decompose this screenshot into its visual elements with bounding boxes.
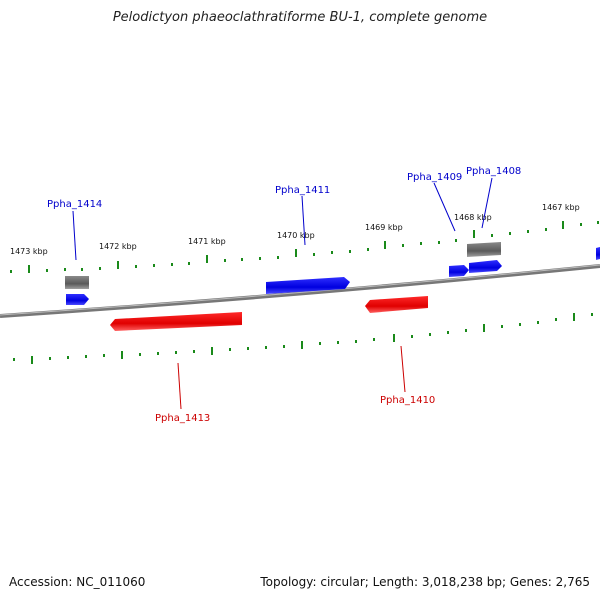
genome-backbone (0, 264, 600, 318)
gene-arrow[interactable] (449, 265, 469, 277)
callout-line (177, 362, 182, 410)
gene-label[interactable]: Ppha_1410 (380, 395, 435, 406)
gene-arrow[interactable] (266, 277, 350, 294)
gene-label[interactable]: Ppha_1411 (275, 185, 330, 196)
callout-line (400, 345, 406, 393)
gene-label[interactable]: Ppha_1414 (47, 199, 102, 210)
tick-label: 1468 kbp (454, 213, 492, 222)
callout-line (433, 182, 456, 232)
reverse-strand-features (110, 296, 428, 331)
outer-tick-ring (10, 221, 599, 273)
tick-label: 1471 kbp (188, 237, 226, 246)
callout-line (481, 177, 493, 229)
callout-line (72, 210, 77, 261)
inner-tick-ring (13, 313, 593, 364)
gene-arrow[interactable] (596, 247, 600, 260)
tick-label: 1469 kbp (365, 223, 403, 232)
gene-label[interactable]: Ppha_1413 (155, 413, 210, 424)
gene-arrow[interactable] (365, 296, 428, 313)
gene-arrow[interactable] (110, 312, 242, 331)
topology-text: Topology: circular; Length: 3,018,238 bp… (260, 575, 590, 589)
forward-strand-features (65, 242, 600, 305)
tick-label: 1473 kbp (10, 247, 48, 256)
feature-box[interactable] (65, 276, 89, 289)
feature-box[interactable] (467, 242, 501, 257)
tick-label: 1472 kbp (99, 242, 137, 251)
gene-label[interactable]: Ppha_1409 (407, 172, 462, 183)
gene-callouts (72, 177, 493, 410)
tick-label: 1467 kbp (542, 203, 580, 212)
callout-line (301, 195, 306, 246)
map-title: Pelodictyon phaeoclathratiforme BU-1, co… (112, 10, 488, 25)
gene-arrow[interactable] (469, 260, 502, 273)
tick-label: 1470 kbp (277, 231, 315, 240)
accession-text: Accession: NC_011060 (9, 575, 146, 589)
gene-arrow[interactable] (66, 294, 89, 305)
gene-label[interactable]: Ppha_1408 (466, 166, 521, 177)
